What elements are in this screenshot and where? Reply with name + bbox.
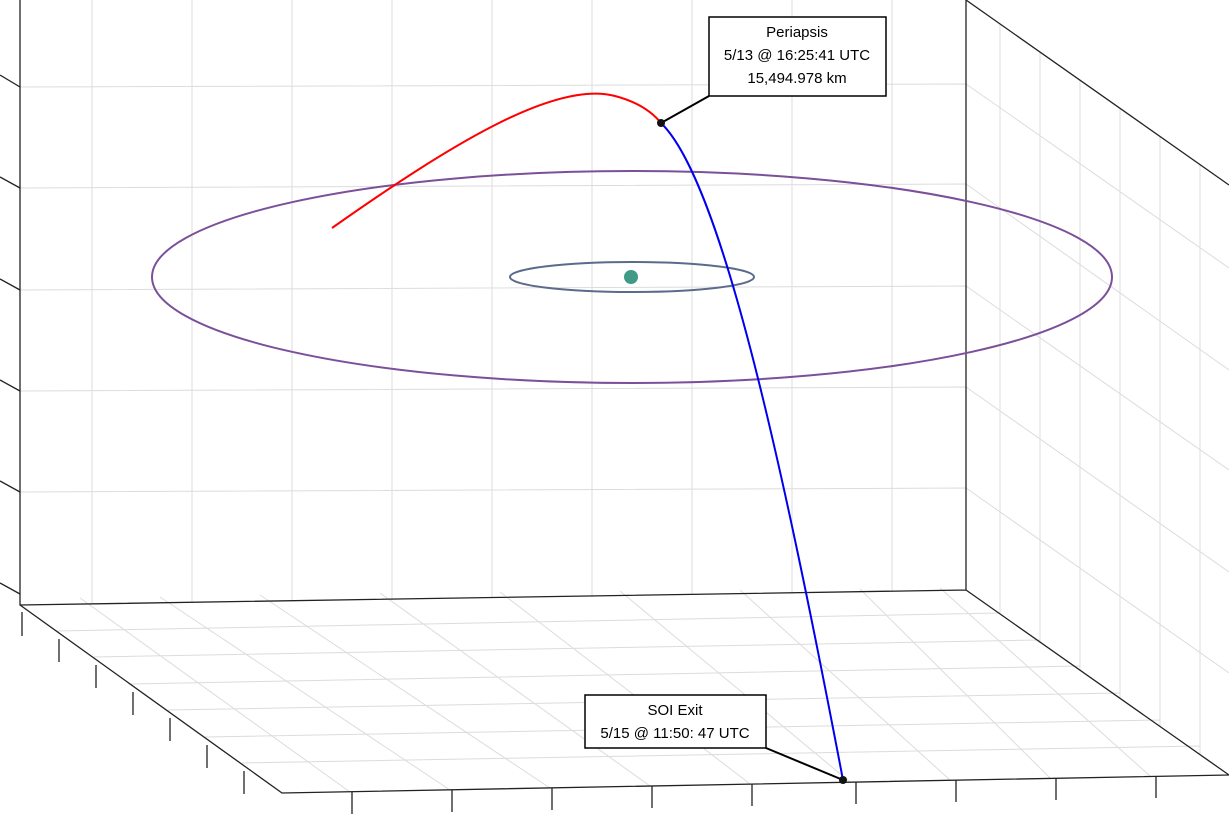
periapsis-label: Periapsis 5/13 @ 16:25:41 UTC 15,494.978… bbox=[708, 16, 887, 97]
inner-orbit bbox=[509, 261, 755, 293]
central-body bbox=[624, 270, 638, 284]
outgoing-trajectory bbox=[660, 122, 844, 781]
label-text: 5/13 @ 16:25:41 UTC bbox=[724, 47, 870, 64]
label-text: 5/15 @ 11:50: 47 UTC bbox=[600, 725, 749, 742]
outer-orbit bbox=[151, 170, 1113, 384]
grid bbox=[19, 0, 1229, 793]
callout-line bbox=[660, 95, 710, 124]
soi-exit-point bbox=[839, 776, 847, 784]
label-text: SOI Exit bbox=[647, 702, 703, 719]
label-text: 15,494.978 km bbox=[747, 70, 846, 87]
label-box bbox=[708, 16, 887, 97]
soi-exit-label: SOI Exit 5/15 @ 11:50: 47 UTC bbox=[584, 694, 767, 749]
label-text: Periapsis bbox=[766, 24, 828, 41]
periapsis-point bbox=[657, 119, 665, 127]
label-box bbox=[584, 694, 767, 749]
incoming-trajectory bbox=[331, 92, 662, 229]
callout-line bbox=[765, 747, 844, 781]
